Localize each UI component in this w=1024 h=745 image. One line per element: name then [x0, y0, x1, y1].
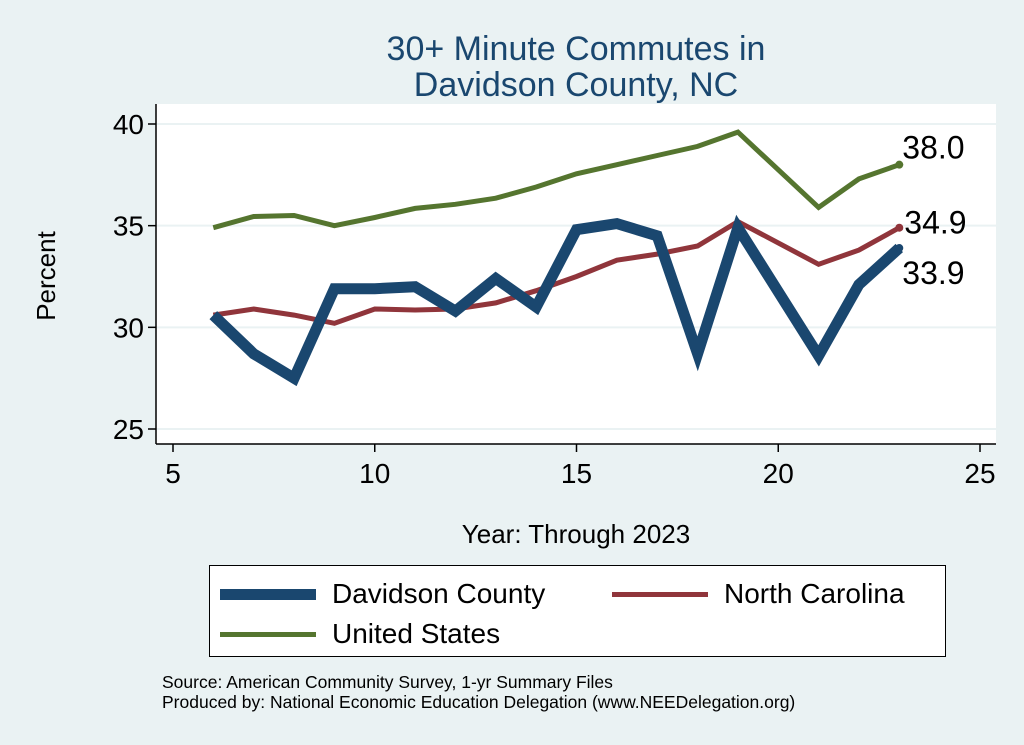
- axes: 25 30 35 40 5 10 15 20 25: [113, 104, 996, 489]
- produced-by-note: Produced by: National Economic Education…: [162, 692, 796, 712]
- chart-title-line-1: 30+ Minute Commutes in: [387, 30, 766, 68]
- end-marker-davidson-county: [895, 244, 904, 253]
- x-tick-label-20: 20: [763, 458, 794, 489]
- end-label-united-states: 38.0: [902, 130, 964, 166]
- x-axis-label: Year: Through 2023: [462, 519, 690, 549]
- legend-item-davidson: Davidson County: [220, 578, 545, 610]
- chart-title-line-2: Davidson County, NC: [414, 66, 738, 104]
- y-tick-label-25: 25: [113, 414, 144, 445]
- legend-label-north-carolina: North Carolina: [724, 578, 905, 609]
- series-line-davidson-county: [209, 214, 903, 387]
- y-tick-label-30: 30: [113, 312, 144, 343]
- end-marker-united-states: [895, 160, 904, 169]
- x-tick-label-5: 5: [165, 458, 181, 489]
- x-tick-label-15: 15: [561, 458, 592, 489]
- legend-item-united-states: United States: [220, 618, 500, 650]
- series-lines: [209, 129, 904, 387]
- footer: Source: American Community Survey, 1-yr …: [162, 672, 795, 712]
- legend-swatch-united-states: [220, 631, 316, 637]
- x-tick-label-10: 10: [359, 458, 390, 489]
- end-label-davidson-county: 33.9: [902, 255, 964, 291]
- end-label-north-carolina: 34.9: [904, 205, 966, 241]
- source-note: Source: American Community Survey, 1-yr …: [162, 672, 613, 692]
- legend-item-north-carolina: North Carolina: [612, 578, 905, 610]
- series-line-united-states: [212, 129, 901, 231]
- legend-swatch-north-carolina: [612, 591, 708, 597]
- y-tick-label-40: 40: [113, 109, 144, 140]
- legend-label-davidson: Davidson County: [332, 578, 546, 609]
- end-labels: 33.9 34.9 38.0: [902, 130, 966, 291]
- y-tick-label-35: 35: [113, 211, 144, 242]
- legend-swatch-davidson: [220, 588, 316, 600]
- x-tick-label-25: 25: [964, 458, 995, 489]
- end-marker-north-carolina: [895, 223, 904, 232]
- legend-label-united-states: United States: [332, 618, 501, 649]
- y-axis-label: Percent: [31, 230, 61, 320]
- plot-area: [156, 104, 996, 444]
- legend: Davidson County North Carolina United St…: [209, 565, 946, 657]
